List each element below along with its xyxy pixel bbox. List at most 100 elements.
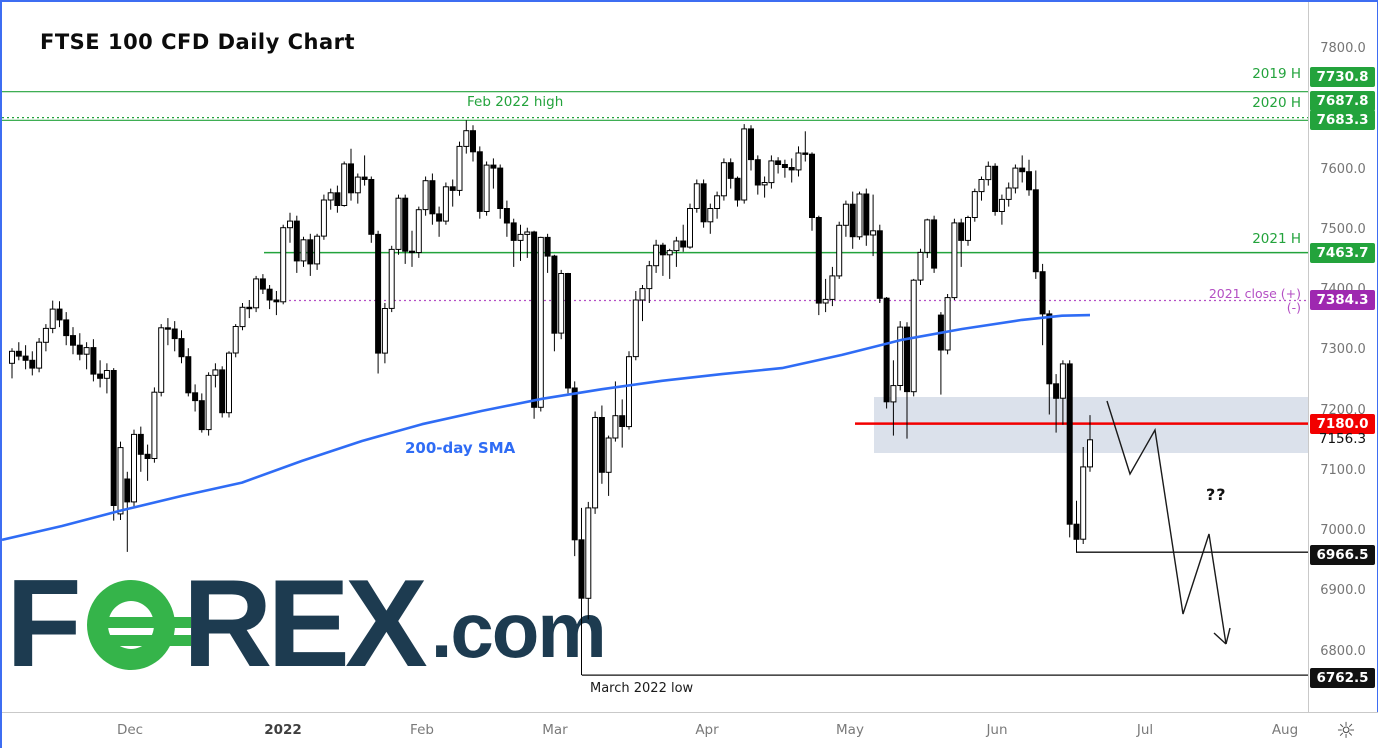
candle-body <box>158 327 165 393</box>
time-axis-label: Jun <box>986 722 1008 738</box>
candle-body <box>402 197 409 252</box>
candle-body <box>815 217 822 304</box>
forex-com-logo: F REX .com <box>6 555 607 693</box>
candle-body <box>470 130 476 153</box>
candle-body <box>707 208 714 223</box>
2021-close-label: 2021 close (+) <box>1208 286 1301 301</box>
candle-body <box>890 385 897 403</box>
candle-body <box>775 160 782 165</box>
candle-body <box>151 391 158 460</box>
candle-body <box>917 251 924 281</box>
candle-body <box>1032 189 1039 273</box>
candle-body <box>809 153 815 218</box>
logo-letter-f: F <box>6 555 82 693</box>
candle-body <box>822 298 829 304</box>
candle-body <box>639 288 646 301</box>
candle-body <box>720 162 727 197</box>
candle-body <box>253 278 260 309</box>
candle-body <box>212 369 219 376</box>
candle-body <box>185 356 192 394</box>
candle-body <box>63 319 70 337</box>
price-level-badge: 7687.8 <box>1310 90 1375 111</box>
candle-body <box>415 209 422 253</box>
candle-body <box>653 244 660 267</box>
candle-body <box>483 164 490 213</box>
candle-body <box>422 180 429 211</box>
candle-body <box>585 507 592 599</box>
candle-body <box>897 326 904 387</box>
candle-body <box>904 326 910 393</box>
candle-body <box>273 299 280 303</box>
candle-body <box>646 265 653 290</box>
candle-body <box>436 213 443 222</box>
candle-body <box>456 145 463 191</box>
candle-body <box>761 182 768 186</box>
candle-body <box>83 347 90 355</box>
candle-body <box>314 235 321 265</box>
price-tick-label: 7100.0 <box>1320 462 1366 478</box>
price-tick-label: 6800.0 <box>1320 643 1366 659</box>
time-axis[interactable]: Dec 2022 Feb Mar Apr May Jun Jul Aug <box>2 712 1378 749</box>
candle-body <box>354 176 361 194</box>
2019-high-label: 2019 H <box>1252 66 1301 82</box>
candle-body <box>632 299 639 358</box>
candlestick-plot[interactable] <box>2 2 1308 712</box>
candle-body <box>476 151 483 212</box>
sma-line <box>2 313 1091 542</box>
candle-body <box>578 539 585 599</box>
candle-body <box>748 128 754 161</box>
candle-body <box>103 370 110 379</box>
candle-body <box>531 231 538 408</box>
feb-2022-high-label: Feb 2022 high <box>467 94 564 110</box>
candle-body <box>829 275 836 300</box>
price-level-badge: 7463.7 <box>1310 242 1375 263</box>
candle-body <box>876 230 883 299</box>
candle-body <box>164 327 171 330</box>
candle-body <box>659 244 666 256</box>
time-axis-label: Apr <box>695 722 719 738</box>
candle-body <box>992 165 999 213</box>
price-tick-label: 7600.0 <box>1320 161 1366 177</box>
candle-body <box>97 373 104 379</box>
candle-body <box>42 327 49 343</box>
candle-body <box>598 417 605 473</box>
time-axis-label: 2022 <box>264 722 302 738</box>
projection-arrowhead <box>1213 632 1227 645</box>
candle-body <box>327 192 334 201</box>
candle-body <box>931 219 938 269</box>
candle-body <box>490 164 497 169</box>
candle-body <box>178 338 185 358</box>
candle-body <box>998 198 1005 212</box>
candle-body <box>910 279 917 393</box>
candle-body <box>781 164 788 168</box>
price-axis[interactable]: 7800.07600.07500.07400.07300.07200.07100… <box>1308 2 1377 748</box>
time-axis-label: May <box>836 722 864 738</box>
candle-body <box>1059 363 1066 399</box>
candle-body <box>76 344 83 355</box>
candle-body <box>442 186 449 222</box>
candle-body <box>205 374 212 431</box>
logo-o-bar <box>104 635 191 646</box>
candle-body <box>544 236 551 257</box>
candle-body <box>388 248 395 309</box>
candle-body <box>802 152 809 155</box>
settings-gear-icon[interactable]: ☼ <box>1336 719 1356 744</box>
candle-body <box>1087 439 1093 468</box>
candle-body <box>693 183 700 210</box>
price-tick-label: 7300.0 <box>1320 342 1366 358</box>
candle-body <box>754 159 761 186</box>
candle-body <box>971 191 978 219</box>
candle-body <box>232 326 239 354</box>
candle-body <box>795 152 802 171</box>
candle-body <box>375 233 382 354</box>
price-tick-label: 7800.0 <box>1320 41 1366 56</box>
candle-body <box>666 250 673 256</box>
candle-body <box>842 203 849 226</box>
candle-body <box>239 306 246 328</box>
candle-body <box>727 162 734 179</box>
candle-body <box>90 347 97 375</box>
time-axis-label: Feb <box>410 722 434 738</box>
candle-body <box>883 297 890 403</box>
candle-body <box>687 208 693 248</box>
candle-body <box>70 335 76 346</box>
